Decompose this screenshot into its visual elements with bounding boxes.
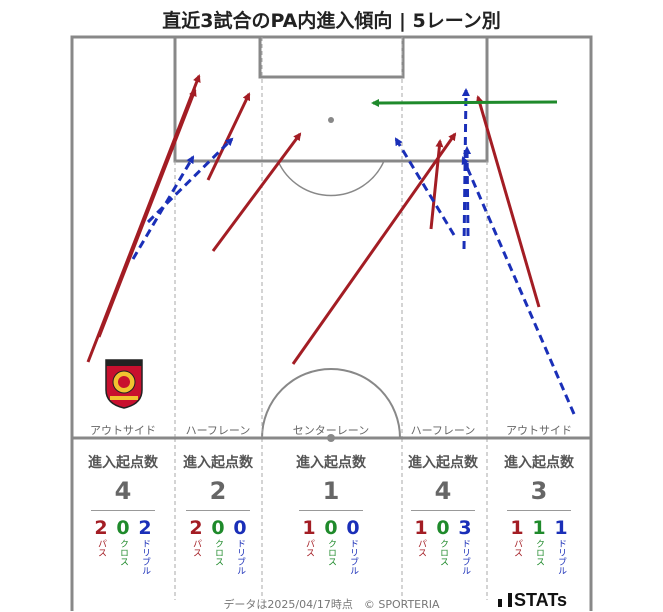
pass-count: 1 (510, 517, 524, 539)
lane-label-outside-left: アウトサイド (90, 424, 156, 437)
block-total: 4 (114, 477, 132, 505)
block-title: 進入起点数 (296, 455, 366, 471)
lane-summary-outside-left: 進入起点数 4 2 パス 0 クロス 2 ドリブル (78, 452, 168, 575)
dribble-label: ドリブル (140, 539, 150, 575)
pass-count: 2 (94, 517, 108, 539)
pass-label: パス (96, 539, 106, 557)
block-title: 進入起点数 (408, 455, 478, 471)
block-divider (299, 510, 363, 511)
pass-arrow (475, 95, 541, 308)
goal-area (258, 35, 405, 79)
pass-arrow (211, 132, 302, 252)
block-divider (411, 510, 475, 511)
cross-count: 1 (532, 517, 546, 539)
pass-arrow (206, 92, 251, 181)
block-total: 1 (322, 477, 340, 505)
pass-count: 2 (189, 517, 203, 539)
pass-label: パス (191, 539, 201, 557)
dribble-arrow (146, 137, 234, 224)
dribble-label: ドリブル (556, 539, 566, 575)
lane-label-halflane-right: ハーフレーン (410, 424, 476, 437)
lane-label-center: センターレーン (292, 424, 370, 437)
block-total: 3 (530, 477, 548, 505)
cross-label: クロス (326, 539, 336, 566)
lane-summary-center: 進入起点数 1 1 パス 0 クロス 0 ドリブル (286, 452, 376, 575)
block-title: 進入起点数 (183, 455, 253, 471)
pass-label: パス (416, 539, 426, 557)
pass-label: パス (304, 539, 314, 557)
pass-label: パス (512, 539, 522, 557)
block-title: 進入起点数 (504, 455, 574, 471)
dribble-count: 3 (458, 517, 472, 539)
dribble-arrow (461, 156, 576, 415)
dribble-arrow (463, 146, 472, 237)
cross-count: 0 (324, 517, 338, 539)
dribble-label: ドリブル (460, 539, 470, 575)
pass-arrow (291, 132, 457, 365)
penalty-arc (277, 160, 385, 197)
lane-label-outside-right: アウトサイド (506, 424, 572, 437)
block-total: 2 (209, 477, 227, 505)
pass-arrow (97, 88, 197, 338)
dribble-count: 0 (233, 517, 247, 539)
cross-count: 0 (211, 517, 225, 539)
lane-summary-outside-right: 進入起点数 3 1 パス 1 クロス 1 ドリブル (494, 452, 584, 575)
lane-summary-halflane-left: 進入起点数 2 2 パス 0 クロス 0 ドリブル (173, 452, 263, 575)
block-divider (91, 510, 155, 511)
cross-count: 0 (116, 517, 130, 539)
urawa-reds-crest-icon (105, 359, 143, 409)
cross-label: クロス (213, 539, 223, 566)
penalty-spot (328, 117, 334, 123)
pass-count: 1 (302, 517, 316, 539)
stats-logo: STATs (498, 590, 567, 611)
dribble-count: 0 (346, 517, 360, 539)
lane-summary-halflane-right: 進入起点数 4 1 パス 0 クロス 3 ドリブル (398, 452, 488, 575)
block-divider (507, 510, 571, 511)
dribble-label: ドリブル (348, 539, 358, 575)
dribble-count: 2 (138, 517, 152, 539)
center-circle (261, 368, 401, 439)
dribble-count: 1 (554, 517, 568, 539)
stats-logo-text: STATs (514, 590, 567, 610)
cross-arrow (371, 98, 558, 107)
block-title: 進入起点数 (88, 455, 158, 471)
footer-credit: データは2025/04/17時点 © SPORTERIA (223, 598, 440, 611)
block-divider (186, 510, 250, 511)
cross-label: クロス (438, 539, 448, 566)
cross-label: クロス (118, 539, 128, 566)
pass-count: 1 (414, 517, 428, 539)
cross-count: 0 (436, 517, 450, 539)
dribble-arrow (394, 137, 456, 236)
cross-label: クロス (534, 539, 544, 566)
dribble-arrow (461, 88, 470, 250)
dribble-label: ドリブル (235, 539, 245, 575)
page-title: 直近3試合のPA内進入傾向 | 5レーン別 (162, 10, 501, 32)
pass-arrow (429, 139, 444, 230)
lane-label-halflane-left: ハーフレーン (185, 424, 251, 437)
block-total: 4 (434, 477, 452, 505)
